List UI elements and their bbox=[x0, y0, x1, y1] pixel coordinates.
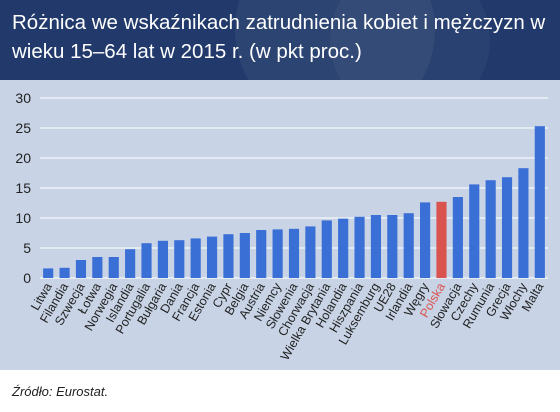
bar bbox=[92, 257, 103, 278]
y-tick-label: 25 bbox=[15, 120, 31, 136]
bar bbox=[206, 236, 218, 278]
header-decoration bbox=[235, 0, 435, 80]
bar bbox=[256, 230, 267, 278]
bar bbox=[174, 240, 185, 278]
bar bbox=[518, 168, 529, 278]
bar bbox=[43, 268, 54, 278]
bar bbox=[223, 234, 234, 278]
chart-title: Różnica we wskaźnikach zatrudnienia kobi… bbox=[12, 11, 546, 63]
y-tick-label: 30 bbox=[15, 90, 31, 106]
bar bbox=[436, 201, 447, 278]
bar bbox=[59, 267, 70, 278]
y-tick-label: 15 bbox=[15, 180, 31, 196]
bar bbox=[75, 260, 87, 278]
y-tick-label: 5 bbox=[23, 240, 31, 256]
bar bbox=[108, 257, 119, 278]
bar bbox=[190, 238, 201, 278]
source-note: Źródło: Eurostat. bbox=[12, 384, 109, 399]
bar bbox=[305, 226, 316, 278]
bar bbox=[125, 249, 136, 278]
bar bbox=[239, 233, 250, 278]
bar bbox=[354, 216, 365, 278]
bar bbox=[157, 240, 168, 278]
bar bbox=[501, 177, 513, 278]
y-tick-label: 10 bbox=[15, 210, 31, 226]
header-banner: Różnica we wskaźnikach zatrudnienia kobi… bbox=[0, 0, 560, 80]
bar bbox=[420, 202, 431, 278]
bar bbox=[387, 215, 398, 278]
y-tick-label: 0 bbox=[23, 270, 31, 286]
bar bbox=[534, 126, 545, 278]
bar bbox=[272, 229, 283, 278]
y-tick-label: 20 bbox=[15, 150, 31, 166]
bar bbox=[452, 197, 463, 278]
bar bbox=[370, 215, 382, 278]
bar bbox=[469, 184, 480, 278]
bar-chart: 051015202530LitwaFilandiaSzwecjaŁotwaNor… bbox=[15, 90, 548, 363]
header-decoration bbox=[330, 0, 490, 80]
bar bbox=[485, 180, 496, 278]
bar bbox=[321, 220, 332, 278]
bar bbox=[338, 218, 349, 278]
bar bbox=[403, 213, 414, 278]
divider bbox=[0, 370, 560, 371]
bar bbox=[141, 243, 152, 278]
bar bbox=[288, 228, 300, 278]
